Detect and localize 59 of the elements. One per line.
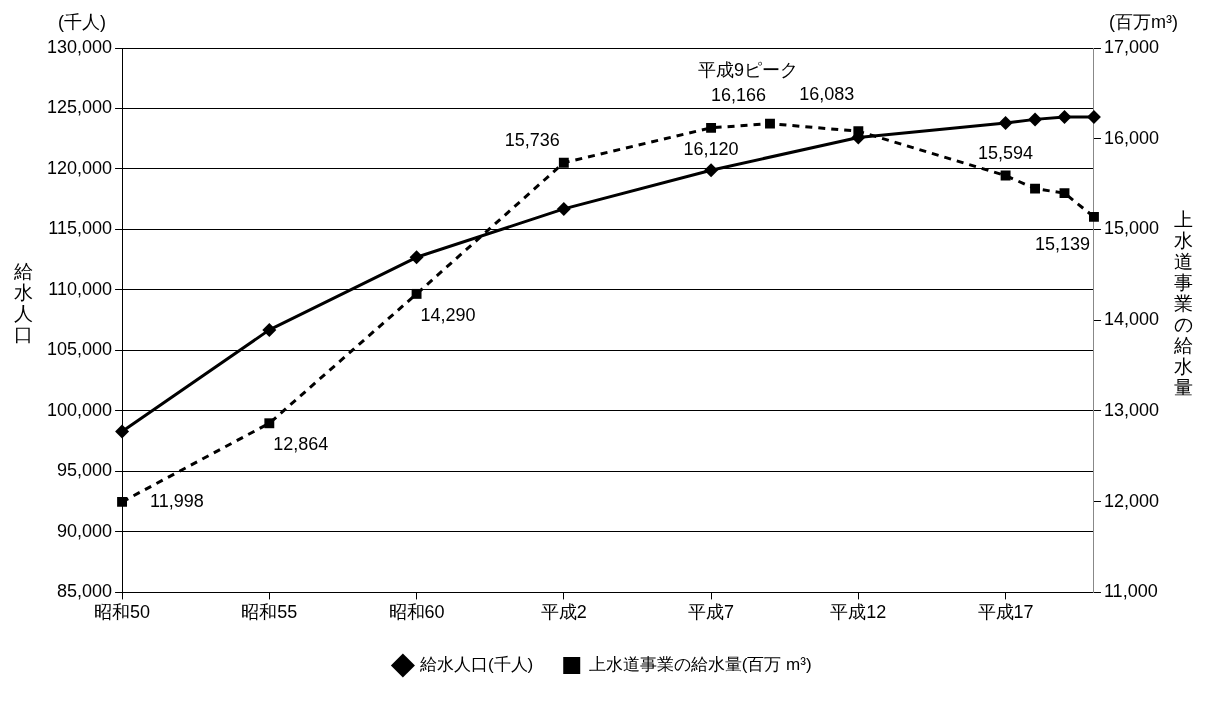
y-tick-label: 130,000: [46, 36, 113, 57]
y2-tick-label: 12,000: [1103, 490, 1160, 511]
x-tick-label: 平成12: [830, 602, 887, 623]
y-tick-label: 125,000: [46, 97, 113, 118]
legend-label: 上水道事業の給水量(百万 m³): [588, 655, 812, 675]
point: [1028, 112, 1043, 127]
point: [1059, 188, 1070, 199]
y-tick-label: 100,000: [46, 399, 113, 420]
y-tick-label: 90,000: [57, 520, 113, 541]
y-axis-title: 給水人口: [13, 261, 33, 345]
legend-label: 給水人口(千人): [418, 655, 534, 675]
y2-tick-label: 14,000: [1103, 309, 1160, 330]
point: [556, 201, 571, 216]
text: 上水道事業の給水量: [1173, 208, 1193, 398]
point: [704, 163, 719, 178]
data-label: 16,120: [683, 138, 739, 159]
point: [1057, 109, 1072, 124]
y-tick-label: 85,000: [57, 581, 113, 602]
data-label: 11,998: [150, 490, 204, 511]
text: (百万m³): [1109, 11, 1178, 34]
point: [262, 322, 277, 337]
x-tick-label: 平成7: [688, 602, 735, 623]
data-label: 12,864: [273, 434, 329, 455]
data-label: 16,166: [710, 84, 766, 105]
data-label: 14,290: [420, 304, 476, 325]
y2-tick-label: 16,000: [1103, 127, 1160, 148]
text: (千人): [58, 11, 106, 34]
point: [411, 288, 422, 299]
y-tick-label: 120,000: [46, 157, 113, 178]
point: [706, 122, 717, 133]
point: [115, 424, 130, 439]
x-tick-label: 平成2: [540, 602, 587, 623]
y2-tick-label: 13,000: [1103, 399, 1160, 420]
y-tick-label: 105,000: [46, 339, 113, 360]
x-tick-label: 平成17: [977, 602, 1034, 623]
point: [117, 496, 128, 507]
data-label: 15,594: [978, 142, 1034, 163]
data-label: 16,083: [799, 84, 855, 105]
point: [264, 418, 275, 429]
y-tick-label: 110,000: [48, 278, 113, 299]
point: [409, 250, 424, 265]
y2-tick-label: 15,000: [1103, 218, 1160, 239]
point: [765, 118, 775, 129]
point: [1000, 170, 1011, 181]
x-tick-label: 昭和60: [388, 602, 445, 623]
y-tick-label: 115,000: [48, 218, 113, 239]
point: [1089, 211, 1099, 222]
x-tick-label: 昭和55: [241, 602, 298, 623]
point: [1086, 109, 1101, 124]
y2-tick-label: 17,000: [1103, 36, 1160, 57]
point: [998, 116, 1013, 131]
annotation: 平成9ピーク: [698, 59, 799, 82]
y-tick-label: 95,000: [57, 460, 113, 481]
y2-tick-label: 11,000: [1103, 581, 1158, 602]
x-tick-label: 昭和50: [94, 602, 151, 623]
data-label: 15,736: [504, 129, 560, 150]
data-label: 15,139: [1034, 233, 1090, 254]
point: [1030, 183, 1040, 194]
point: [558, 157, 569, 168]
